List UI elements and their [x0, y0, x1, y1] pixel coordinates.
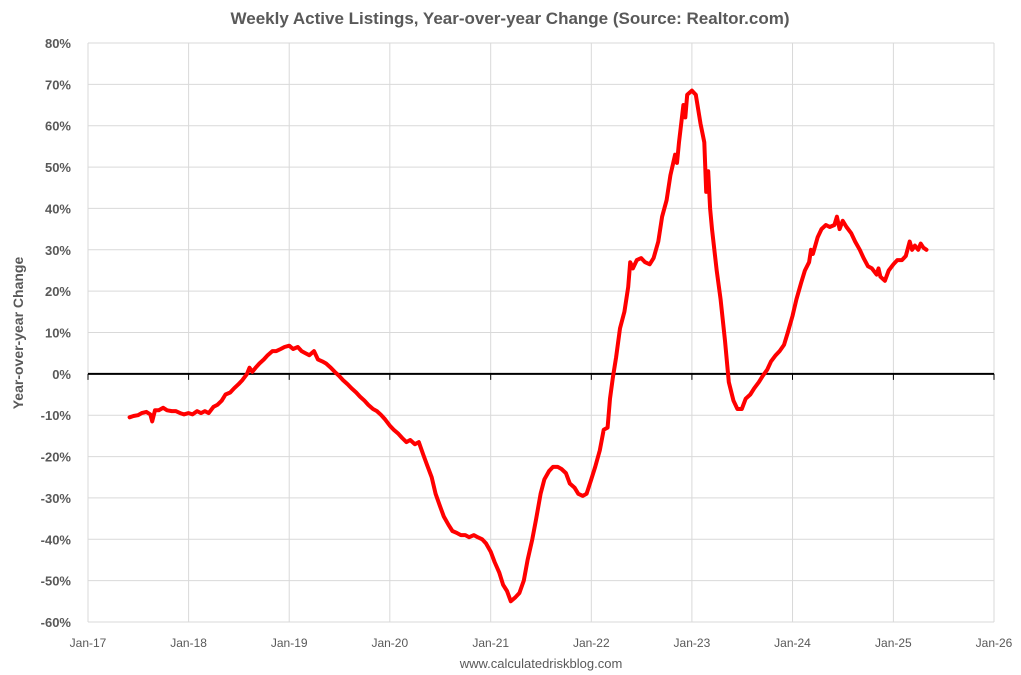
x-tick-label: Jan-25	[875, 636, 912, 650]
source-label: www.calculatedriskblog.com	[459, 656, 623, 671]
y-tick-label: -40%	[41, 532, 72, 547]
x-tick-label: Jan-22	[573, 636, 610, 650]
x-tick-label: Jan-23	[674, 636, 711, 650]
x-tick-label: Jan-26	[976, 636, 1013, 650]
x-tick-label: Jan-18	[170, 636, 207, 650]
y-tick-label: 20%	[45, 284, 71, 299]
y-tick-label: 80%	[45, 36, 71, 51]
x-tick-label: Jan-19	[271, 636, 308, 650]
y-tick-labels: 80% 70% 60% 50% 40% 30% 20% 10% 0% -10% -20% -30% -4…	[41, 36, 72, 630]
y-tick-label: -50%	[41, 574, 72, 589]
x-tick-label: Jan-21	[472, 636, 509, 650]
chart-title: Weekly Active Listings, Year-over-year C…	[231, 9, 790, 28]
y-tick-label: 70%	[45, 77, 71, 92]
x-tick-label: Jan-17	[70, 636, 107, 650]
y-tick-label: -20%	[41, 450, 72, 465]
y-axis-label: Year-over-year Change	[10, 257, 26, 410]
y-tick-label: 40%	[45, 201, 71, 216]
x-tick-label: Jan-20	[371, 636, 408, 650]
y-tick-label: -10%	[41, 408, 72, 423]
y-tick-label: -30%	[41, 491, 72, 506]
x-tick-marks	[87, 373, 995, 380]
y-tick-label: 10%	[45, 326, 71, 341]
y-tick-label: 60%	[45, 119, 71, 134]
grid-layer	[87, 42, 995, 623]
x-tick-label: Jan-24	[774, 636, 811, 650]
y-tick-label: 0%	[52, 367, 71, 382]
y-tick-label: 50%	[45, 160, 71, 175]
x-tick-labels: Jan-17 Jan-18 Jan-19 Jan-20 Jan-21 Jan-22 Jan-…	[70, 636, 1013, 650]
y-tick-label: 30%	[45, 243, 71, 258]
series-line	[127, 88, 929, 604]
y-tick-label: -60%	[41, 615, 72, 630]
